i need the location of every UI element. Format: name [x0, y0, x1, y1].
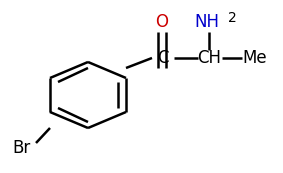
- Text: CH: CH: [197, 49, 221, 67]
- Text: Me: Me: [243, 49, 267, 67]
- Text: NH: NH: [194, 13, 220, 31]
- Text: O: O: [155, 13, 168, 31]
- Text: 2: 2: [228, 11, 236, 25]
- Text: C: C: [157, 49, 169, 67]
- Text: Br: Br: [13, 139, 31, 157]
